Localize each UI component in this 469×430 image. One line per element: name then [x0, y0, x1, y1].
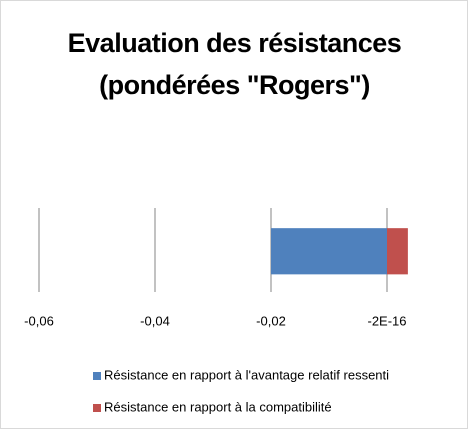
legend-label: Résistance en rapport à la compatibilité [104, 399, 332, 414]
legend-swatch [93, 372, 101, 380]
legend-swatch [93, 404, 101, 412]
bar [387, 228, 408, 275]
x-tick-label: -2E-16 [367, 313, 406, 328]
bar [271, 228, 387, 275]
x-tick-label: -0,02 [256, 313, 286, 328]
x-tick-label: -0,06 [24, 313, 54, 328]
chart-title: Evaluation des résistances (pondérées "R… [67, 28, 402, 100]
x-tick-label: -0,04 [140, 313, 170, 328]
legend-label: Résistance en rapport à l'avantage relat… [104, 367, 389, 382]
